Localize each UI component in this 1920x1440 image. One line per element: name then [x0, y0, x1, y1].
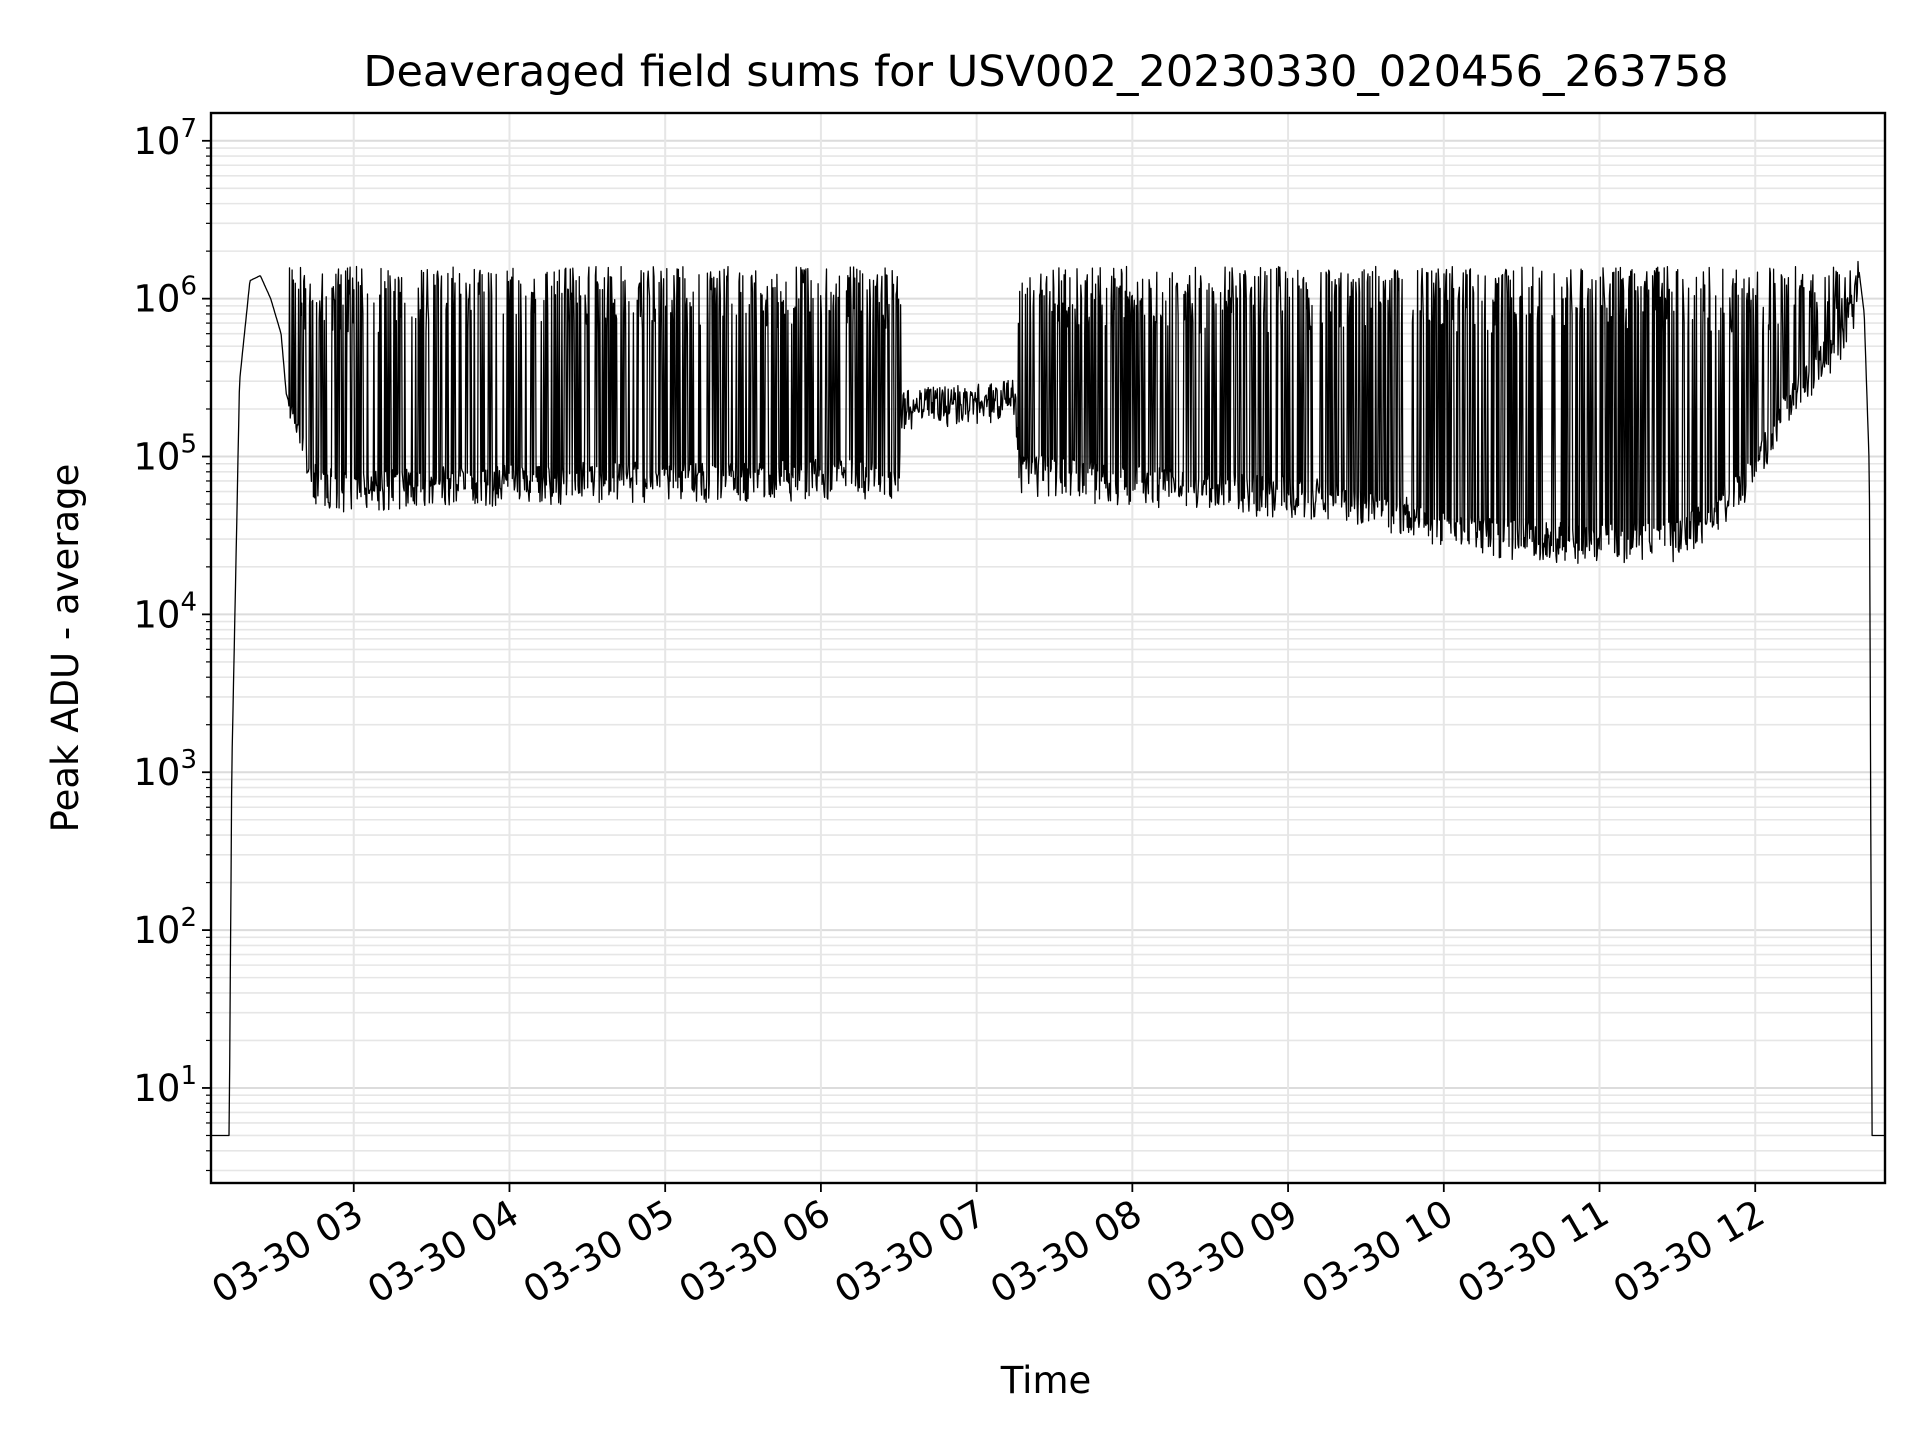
plot-frame: [209, 111, 1887, 1185]
y-tick-label: 101: [133, 1061, 197, 1110]
y-tick-label: 105: [133, 430, 197, 479]
chart-title: Deaveraged field sums for USV002_2023033…: [363, 47, 1728, 97]
y-tick-label: 103: [133, 745, 197, 794]
y-tick-label: 104: [133, 587, 197, 636]
series-line: [210, 260, 1886, 1137]
y-tick-labels: 101 102 103 104 105 106 107: [133, 114, 197, 1110]
series-layer: [210, 260, 1886, 1137]
x-axis-label: Time: [1000, 1359, 1092, 1402]
y-tick-label: 106: [133, 272, 197, 321]
y-tick-label: 102: [133, 903, 197, 952]
axis-ticks: [202, 139, 1757, 1192]
y-tick-label: 107: [133, 114, 197, 163]
y-axis-label: Peak ADU - average: [44, 464, 87, 833]
